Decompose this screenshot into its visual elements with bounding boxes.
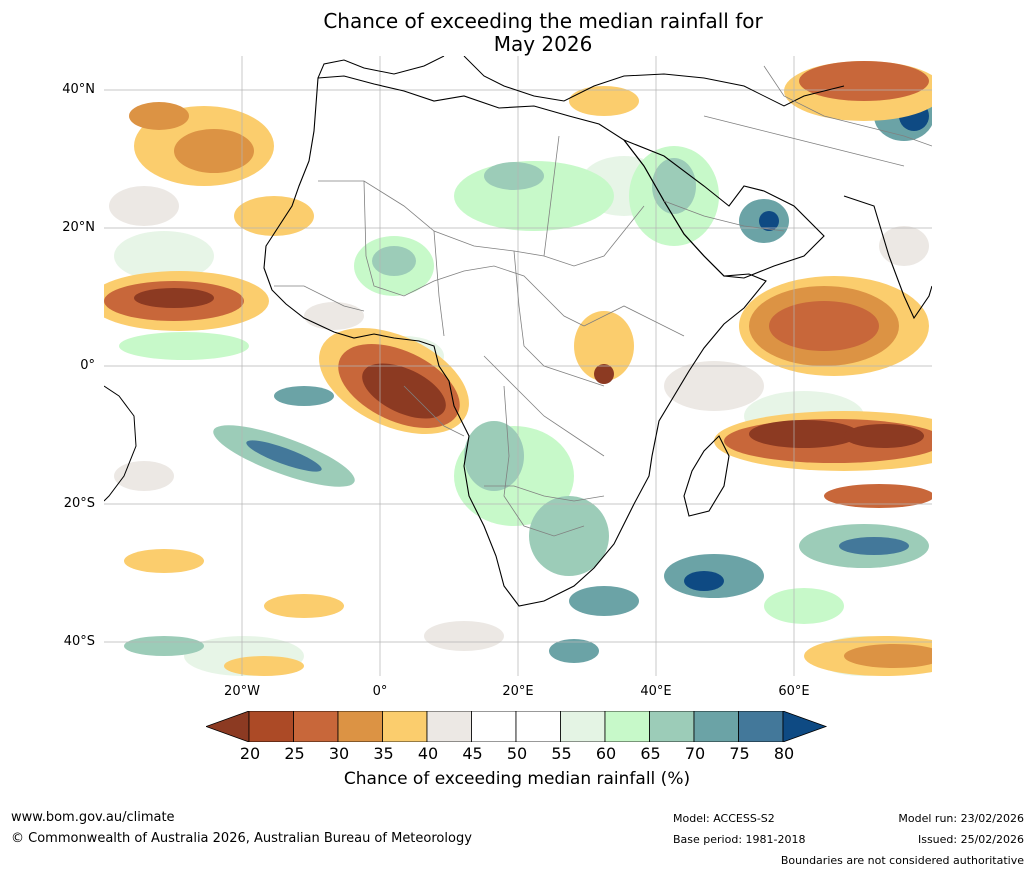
- colorbar-tick: 65: [640, 744, 661, 763]
- footer-disclaimer: Boundaries are not considered authoritat…: [780, 854, 1024, 867]
- colorbar-tick: 55: [551, 744, 572, 763]
- india-coastline: [843, 195, 932, 320]
- colorbar-extend-low: [206, 711, 250, 742]
- map-title-line-2: May 2026: [493, 32, 593, 56]
- lat-label-20s: 20°S: [63, 496, 95, 511]
- footer-copyright: © Commonwealth of Australia 2026, Austra…: [11, 831, 472, 846]
- colorbar-tick: 80: [773, 744, 795, 763]
- europe-coastline: [317, 56, 845, 107]
- footer-issued: Issued: 25/02/2026: [917, 833, 1024, 846]
- dry-anomaly-areas: [104, 61, 932, 676]
- africa-coastline: [263, 75, 767, 607]
- lon-label-40e: 40°E: [640, 684, 672, 699]
- map-svg: [104, 56, 932, 676]
- colorbar-segment: [471, 711, 517, 742]
- colorbar-extend-high: [782, 711, 828, 742]
- colorbar-tick: 35: [373, 744, 394, 763]
- country-borders: [274, 65, 932, 537]
- colorbar-tick: 25: [284, 744, 305, 763]
- lat-label-40n: 40°N: [62, 82, 95, 97]
- wet-anomaly-areas: [119, 91, 932, 663]
- map-title-line-1: Chance of exceeding the median rainfall …: [323, 9, 763, 33]
- lat-label-40s: 40°S: [63, 634, 95, 649]
- colorbar-tick: 20: [239, 744, 261, 763]
- arabian-peninsula-coastline: [622, 138, 825, 279]
- south-america-coastline: [104, 385, 137, 502]
- lon-label-20e: 20°E: [502, 684, 534, 699]
- colorbar-tick: 40: [417, 744, 439, 763]
- colorbar-segment: [337, 711, 383, 742]
- footer-model-run: Model run: 23/02/2026: [898, 812, 1024, 825]
- colorbar-segment: [293, 711, 339, 742]
- colorbar-segment: [693, 711, 739, 742]
- colorbar-segment: [515, 711, 561, 742]
- colorbar-title: Chance of exceeding median rainfall (%): [343, 769, 691, 789]
- colorbar-tick: 70: [684, 744, 706, 763]
- colorbar-tick: 60: [595, 744, 617, 763]
- colorbar-segment: [738, 711, 784, 742]
- lon-label-20w: 20°W: [224, 684, 260, 699]
- colorbar-segment: [604, 711, 650, 742]
- grey-areas: [109, 186, 929, 651]
- footer-website: www.bom.gov.au/climate: [11, 810, 175, 825]
- colorbar-segment: [560, 711, 606, 742]
- graticule: [104, 56, 932, 676]
- lat-label-0: 0°: [80, 358, 95, 373]
- colorbar-segment: [382, 711, 428, 742]
- lon-label-60e: 60°E: [778, 684, 810, 699]
- footer-model: Model: ACCESS-S2: [673, 812, 775, 825]
- colorbar-segment: [248, 711, 294, 742]
- colorbar-tick: 45: [462, 744, 483, 763]
- lon-label-0: 0°: [372, 684, 388, 699]
- colorbar-tick: 50: [506, 744, 528, 763]
- madagascar-coastline: [683, 435, 730, 517]
- colorbar-tick: 30: [328, 744, 350, 763]
- lat-label-20n: 20°N: [62, 220, 95, 235]
- colorbar-segment: [426, 711, 472, 742]
- colorbar-tick: 75: [729, 744, 750, 763]
- colorbar-segment: [649, 711, 695, 742]
- colorbar: [206, 711, 828, 742]
- rainfall-probability-map: [104, 56, 932, 676]
- footer-base-period: Base period: 1981-2018: [673, 833, 806, 846]
